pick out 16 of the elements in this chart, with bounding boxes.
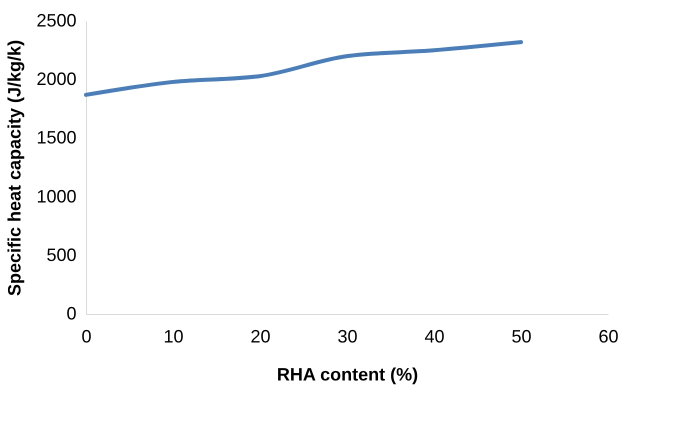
- y-tick-label: 2000: [36, 69, 76, 90]
- y-tick-label: 0: [66, 304, 76, 324]
- x-tick-label: 40: [424, 326, 445, 346]
- x-tick-label: 60: [598, 326, 619, 346]
- x-tick-label: 10: [163, 326, 184, 346]
- y-axis-title: Specific heat capacity (J/kg/k): [4, 40, 24, 296]
- y-tick-label: 2500: [36, 10, 76, 30]
- line-series: [84, 40, 523, 97]
- y-tick-label: 1500: [36, 128, 76, 148]
- y-tick-label: 500: [46, 244, 76, 265]
- x-tick-label: 50: [511, 326, 532, 346]
- x-axis-title: RHA content (%): [276, 364, 418, 384]
- y-tick-label: 1000: [36, 186, 76, 206]
- x-tick-label: 20: [250, 326, 271, 346]
- x-tick-label: 30: [337, 326, 358, 346]
- x-tick-label: 0: [81, 326, 92, 346]
